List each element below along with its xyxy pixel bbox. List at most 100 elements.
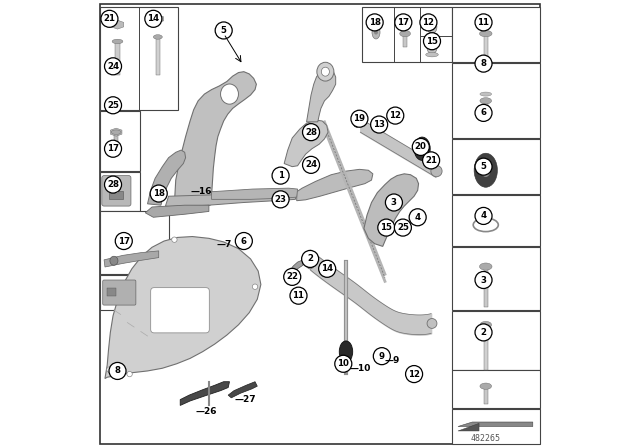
Ellipse shape (252, 284, 258, 289)
Ellipse shape (305, 251, 316, 269)
Text: 3: 3 (481, 276, 486, 284)
FancyBboxPatch shape (103, 280, 136, 305)
Circle shape (475, 104, 492, 121)
Text: 3: 3 (391, 198, 397, 207)
Ellipse shape (480, 383, 492, 389)
Polygon shape (104, 251, 159, 267)
Text: 8: 8 (115, 366, 120, 375)
Ellipse shape (321, 67, 330, 76)
Bar (452, 139, 540, 194)
Text: —7: —7 (216, 240, 232, 249)
Polygon shape (105, 237, 261, 379)
Text: 14: 14 (147, 14, 159, 23)
Circle shape (351, 110, 368, 127)
Bar (100, 275, 145, 310)
Text: 6: 6 (481, 108, 486, 117)
Text: 24: 24 (107, 62, 119, 71)
Text: 17: 17 (107, 144, 119, 153)
Ellipse shape (427, 42, 437, 54)
Circle shape (475, 324, 492, 341)
FancyBboxPatch shape (102, 176, 131, 206)
Ellipse shape (112, 39, 123, 44)
Text: 2: 2 (481, 328, 486, 337)
Ellipse shape (480, 98, 492, 104)
Ellipse shape (479, 30, 492, 37)
Bar (452, 63, 540, 138)
Text: 17: 17 (118, 237, 130, 246)
Polygon shape (228, 382, 257, 398)
Circle shape (215, 22, 232, 39)
Bar (100, 172, 140, 211)
Bar (484, 34, 488, 69)
Circle shape (475, 207, 492, 224)
Ellipse shape (111, 130, 121, 134)
Text: 13: 13 (373, 120, 385, 129)
Circle shape (373, 348, 390, 365)
Circle shape (290, 287, 307, 304)
Bar (452, 311, 540, 370)
Circle shape (104, 140, 122, 157)
Circle shape (424, 33, 440, 50)
Text: 9: 9 (379, 352, 385, 361)
Text: 2: 2 (307, 254, 313, 263)
Ellipse shape (374, 30, 378, 34)
Bar (452, 247, 540, 310)
Text: 15: 15 (426, 37, 438, 46)
Polygon shape (110, 128, 122, 136)
Ellipse shape (127, 371, 132, 377)
Circle shape (104, 176, 122, 193)
Bar (403, 34, 407, 47)
Polygon shape (458, 423, 479, 431)
Circle shape (406, 366, 422, 383)
Circle shape (409, 209, 426, 226)
Ellipse shape (353, 116, 360, 127)
Polygon shape (307, 68, 336, 122)
Ellipse shape (355, 115, 362, 125)
Polygon shape (212, 188, 298, 199)
Circle shape (301, 250, 319, 267)
Text: 18: 18 (369, 18, 381, 27)
Circle shape (335, 355, 352, 372)
Bar (100, 211, 169, 274)
Circle shape (422, 152, 440, 169)
Circle shape (378, 219, 395, 236)
Circle shape (303, 156, 319, 173)
FancyBboxPatch shape (150, 288, 209, 333)
Text: 24: 24 (305, 160, 317, 169)
Ellipse shape (480, 322, 492, 328)
Text: 482265: 482265 (471, 434, 500, 443)
Circle shape (387, 107, 404, 124)
Ellipse shape (308, 256, 312, 263)
Bar (156, 37, 159, 75)
Bar (452, 7, 540, 62)
Ellipse shape (221, 84, 239, 104)
Ellipse shape (317, 62, 334, 81)
Text: 14: 14 (321, 264, 333, 273)
Polygon shape (145, 205, 209, 217)
Circle shape (371, 116, 388, 133)
Text: —10: —10 (349, 364, 371, 373)
Ellipse shape (429, 24, 435, 30)
Text: 28: 28 (305, 128, 317, 137)
Text: 23: 23 (275, 195, 287, 204)
Circle shape (115, 233, 132, 250)
Ellipse shape (427, 20, 437, 34)
Ellipse shape (113, 187, 119, 194)
Ellipse shape (479, 263, 492, 270)
Text: 21: 21 (104, 14, 115, 23)
Ellipse shape (400, 30, 410, 37)
Text: 18: 18 (153, 189, 164, 198)
Polygon shape (297, 169, 373, 201)
Text: 19: 19 (353, 114, 365, 123)
Polygon shape (364, 174, 419, 246)
Circle shape (101, 10, 118, 27)
Polygon shape (284, 120, 328, 167)
Bar (452, 195, 540, 246)
Circle shape (420, 14, 437, 31)
Ellipse shape (154, 35, 163, 39)
Text: 25: 25 (397, 223, 409, 232)
Ellipse shape (481, 223, 490, 227)
Ellipse shape (172, 237, 177, 242)
Bar (100, 111, 140, 171)
Text: —27: —27 (235, 395, 257, 404)
